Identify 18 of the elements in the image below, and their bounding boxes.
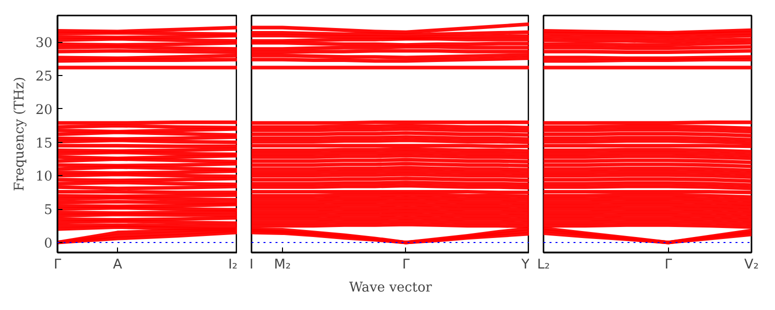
x-tick-label: Γ xyxy=(664,258,673,272)
y-axis-title: Frequency (THz) xyxy=(12,76,28,192)
y-tick-label: 30 xyxy=(36,36,53,52)
y-tick-label: 10 xyxy=(36,170,53,185)
x-tick-label: M₂ xyxy=(274,258,291,272)
x-tick-label: I₂ xyxy=(228,258,238,272)
y-tick-label: 0 xyxy=(44,236,53,252)
x-tick-label: A xyxy=(112,258,122,272)
x-tick-label: V₂ xyxy=(744,258,759,272)
x-tick-label: Γ xyxy=(54,258,62,272)
x-tick-label: Γ xyxy=(402,258,410,272)
x-axis-title: Wave vector xyxy=(349,280,433,296)
x-tick-label: I xyxy=(250,258,254,272)
y-tick-label: 25 xyxy=(36,70,53,85)
x-tick-label: L₂ xyxy=(537,258,550,272)
y-tick-label: 15 xyxy=(36,136,53,152)
y-tick-label: 5 xyxy=(44,203,53,218)
y-tick-label: 20 xyxy=(36,102,53,118)
